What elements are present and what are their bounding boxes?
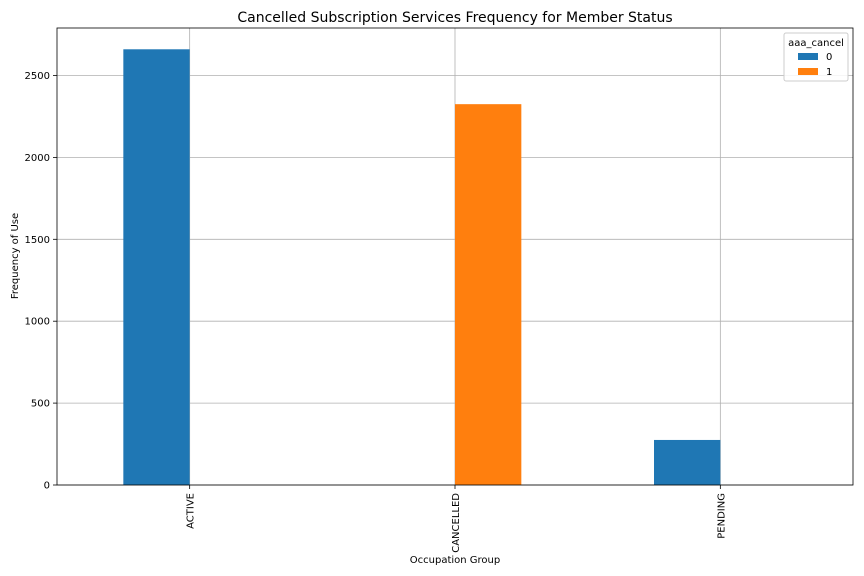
legend-label: 0 xyxy=(826,52,832,63)
y-tick-label: 2500 xyxy=(25,71,50,82)
y-tick-label: 1500 xyxy=(25,235,50,246)
y-tick-label: 1000 xyxy=(25,317,50,328)
x-tick-label: ACTIVE xyxy=(186,493,197,529)
y-tick-label: 0 xyxy=(44,481,50,492)
y-axis-label: Frequency of Use xyxy=(10,213,21,299)
legend: aaa_cancel 01 xyxy=(783,32,849,82)
x-axis-ticks: ACTIVE CANCELLED PENDING xyxy=(186,485,727,553)
legend-swatch xyxy=(798,53,818,60)
bar xyxy=(123,49,190,485)
y-tick-label: 500 xyxy=(31,399,50,410)
bar xyxy=(654,439,721,485)
y-tick-label: 2000 xyxy=(25,153,50,164)
legend-title: aaa_cancel xyxy=(788,38,844,49)
x-tick-label: CANCELLED xyxy=(451,493,462,553)
chart-title: Cancelled Subscription Services Frequenc… xyxy=(237,10,672,26)
bar xyxy=(455,104,522,486)
legend-label: 1 xyxy=(826,67,832,78)
x-axis-label: Occupation Group xyxy=(410,555,500,566)
y-axis-ticks: 0 500 1000 1500 2000 2500 xyxy=(25,71,57,492)
legend-items: 01 xyxy=(798,52,832,78)
legend-swatch xyxy=(798,68,818,75)
bars xyxy=(123,49,721,486)
x-tick-label: PENDING xyxy=(716,493,727,539)
